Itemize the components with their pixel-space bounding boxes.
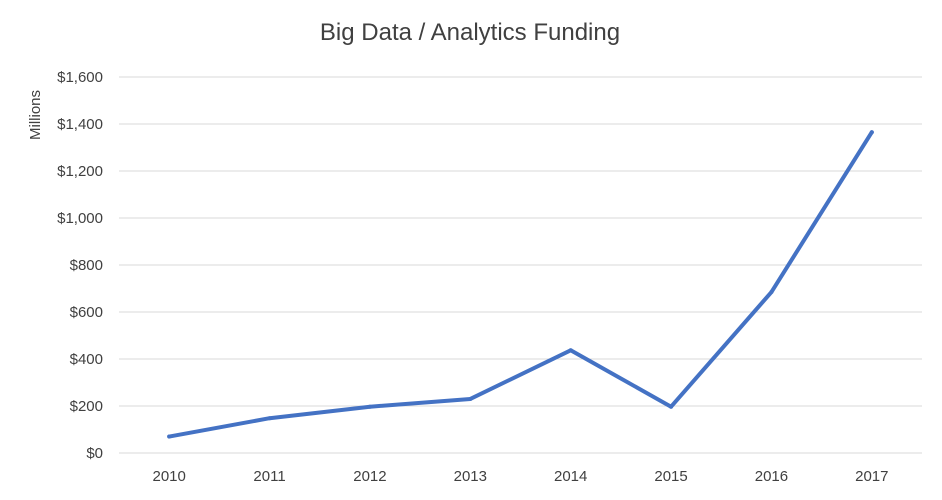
data-point	[367, 404, 372, 409]
chart-title: Big Data / Analytics Funding	[320, 19, 620, 46]
x-tick-label: 2011	[253, 468, 285, 485]
series-line	[167, 130, 874, 439]
x-tick-label: 2014	[554, 468, 587, 485]
y-tick-label: $200	[70, 398, 103, 415]
y-tick-label: $1,200	[57, 163, 103, 180]
y-axis-label: Millions	[27, 90, 44, 140]
y-tick-label: $1,000	[57, 210, 103, 227]
x-tick-label: 2013	[454, 468, 487, 485]
y-tick-label: $600	[70, 304, 103, 321]
x-axis-ticks: 2010 2011 2012 2013 2014 2015 2016 2017	[153, 468, 889, 485]
data-point	[267, 416, 272, 421]
y-tick-label: $1,400	[57, 116, 103, 133]
y-axis-ticks: $0 $200 $400 $600 $800 $1,000 $1,200 $1,400 $1,6…	[57, 69, 103, 462]
funding-line	[167, 130, 874, 439]
data-point	[669, 404, 674, 409]
y-tick-label: $0	[86, 445, 103, 462]
gridlines	[119, 76, 922, 454]
x-tick-label: 2016	[755, 468, 788, 485]
y-tick-label: $400	[70, 351, 103, 368]
x-tick-label: 2010	[153, 468, 186, 485]
y-tick-label: $1,600	[57, 69, 103, 86]
data-point	[769, 290, 774, 295]
data-point	[869, 130, 874, 135]
x-tick-label: 2012	[353, 468, 386, 485]
data-point	[468, 396, 473, 401]
data-point	[568, 348, 573, 353]
data-point	[167, 434, 172, 439]
x-tick-label: 2015	[654, 468, 687, 485]
y-tick-label: $800	[70, 257, 103, 274]
x-tick-label: 2017	[855, 468, 888, 485]
